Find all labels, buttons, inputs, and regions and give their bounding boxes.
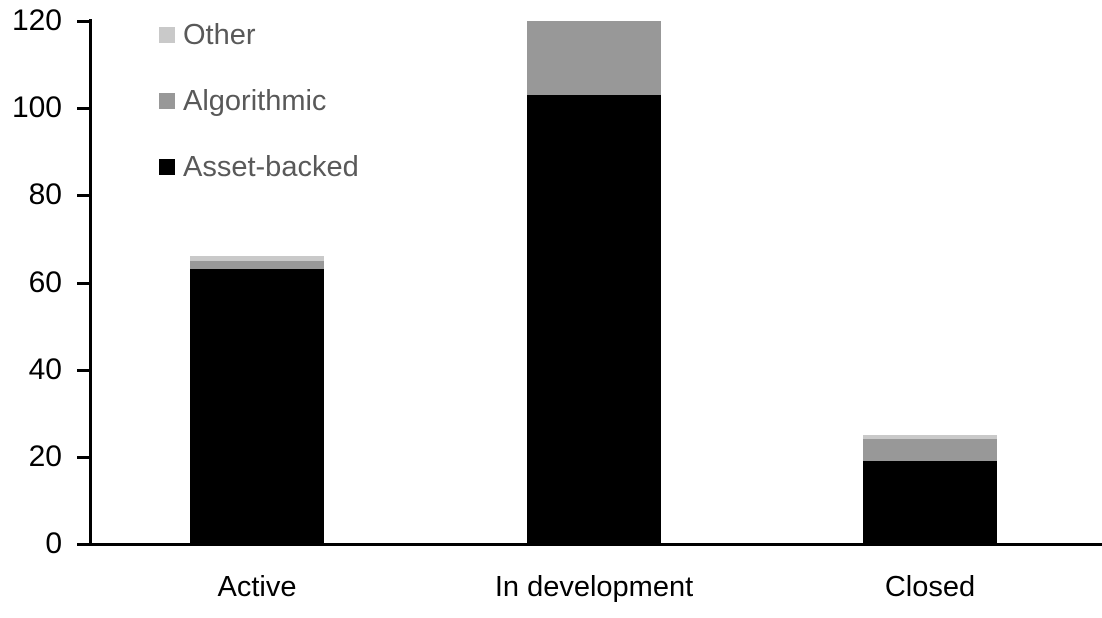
x-category-label: Closed (884, 571, 976, 603)
y-tick-label: 60 (28, 266, 62, 299)
legend-swatch-icon (159, 159, 175, 175)
bar-segment-algorithmic (863, 439, 997, 461)
bar-in-development (527, 21, 661, 544)
bar-segment-asset-backed (863, 461, 997, 544)
bar-segment-other (863, 435, 997, 439)
y-tick-mark (77, 107, 90, 110)
y-tick-label: 20 (28, 440, 62, 473)
y-tick-mark (77, 369, 90, 372)
bar-segment-asset-backed (527, 95, 661, 544)
y-tick-mark (77, 194, 90, 197)
legend-swatch-icon (159, 27, 175, 43)
x-category-label: Active (217, 571, 297, 603)
bar-segment-algorithmic (190, 261, 324, 269)
legend-item: Algorithmic (159, 85, 326, 117)
bar-segment-other (190, 256, 324, 261)
y-tick-mark (77, 282, 90, 285)
legend-swatch-icon (159, 93, 175, 109)
legend-item: Asset-backed (159, 151, 359, 183)
y-tick-label: 80 (28, 178, 62, 211)
y-tick-label: 120 (11, 4, 62, 37)
bar-segment-asset-backed (190, 269, 324, 544)
bar-closed (863, 435, 997, 544)
x-axis-line (89, 543, 1102, 546)
legend-label: Algorithmic (183, 85, 327, 117)
y-tick-label: 0 (45, 527, 62, 560)
y-tick-mark (77, 543, 90, 546)
legend-item: Other (159, 19, 256, 51)
legend-label: Asset-backed (183, 151, 359, 183)
bar-segment-algorithmic (527, 21, 661, 95)
y-tick-mark (77, 456, 90, 459)
bar-active (190, 256, 324, 544)
legend-label: Other (183, 19, 256, 51)
x-category-label: In development (494, 571, 694, 603)
y-tick-label: 40 (28, 353, 62, 386)
y-axis-line (89, 19, 92, 546)
y-tick-label: 100 (11, 91, 62, 124)
y-tick-mark (77, 20, 90, 23)
